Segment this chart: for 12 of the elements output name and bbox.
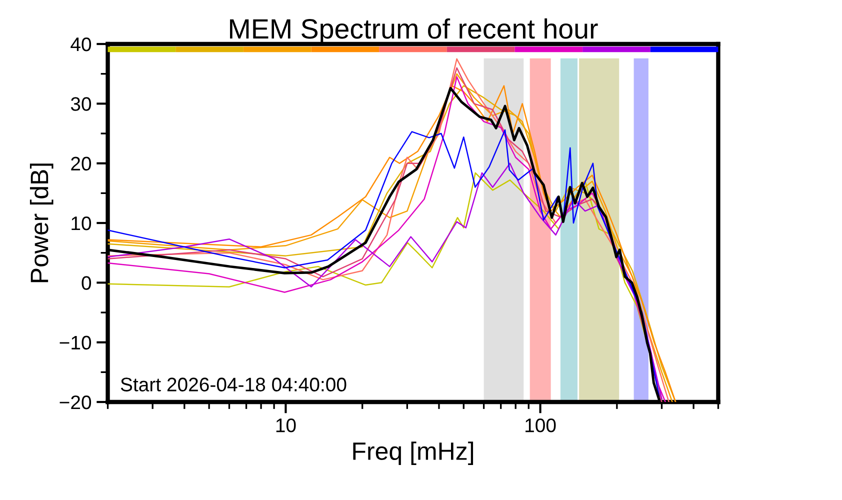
x-tick-label: 100 xyxy=(526,418,556,432)
y-tick-label: −20 xyxy=(60,395,92,410)
y-tick-label: 30 xyxy=(70,97,92,111)
y-axis-title: Power [dB] xyxy=(30,164,54,282)
y-tick-label: 0 xyxy=(82,276,92,290)
chart-title: MEM Spectrum of recent hour xyxy=(230,18,598,44)
y-tick-label: 40 xyxy=(70,37,92,52)
x-axis-title: Freq [mHz] xyxy=(353,442,474,465)
y-tick-label: −10 xyxy=(60,336,92,350)
y-tick-label: 10 xyxy=(72,216,92,230)
y-tick-label: 20 xyxy=(71,156,92,171)
annotation: Start 2026-04-18 04:40:00 xyxy=(120,378,346,392)
